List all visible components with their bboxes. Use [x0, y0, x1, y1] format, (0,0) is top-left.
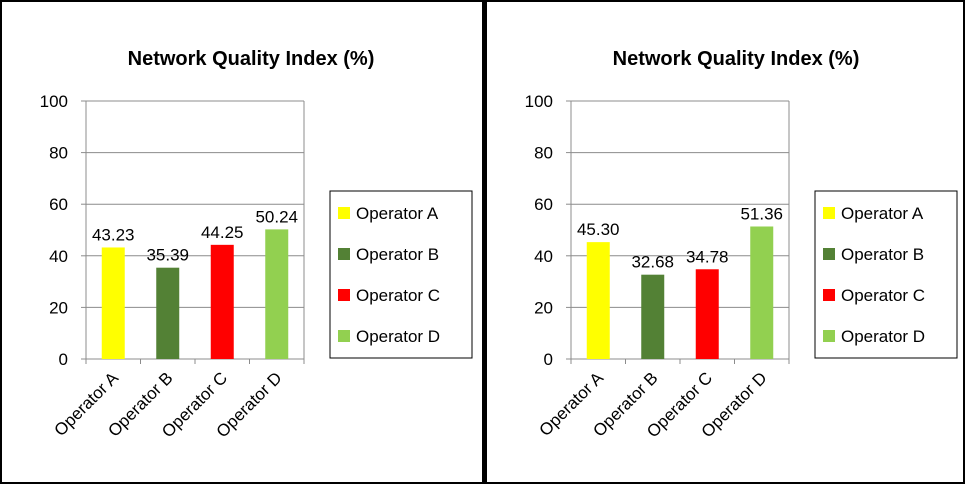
y-tick-label: 100: [525, 92, 553, 111]
legend-swatch: [338, 330, 350, 342]
y-tick-label: 40: [49, 247, 68, 266]
y-tick-label: 0: [59, 350, 68, 369]
legend-box: [329, 190, 473, 359]
legend-label: Operator C: [841, 286, 925, 305]
data-label: 35.39: [146, 246, 189, 265]
y-tick-label: 60: [49, 195, 68, 214]
y-tick-label: 100: [40, 92, 68, 111]
y-tick-label: 40: [534, 247, 553, 266]
legend-swatch: [823, 207, 835, 219]
y-tick-label: 20: [49, 298, 68, 317]
y-tick-label: 80: [49, 144, 68, 163]
y-tick-label: 0: [544, 350, 553, 369]
data-label: 44.25: [201, 223, 244, 242]
data-label: 43.23: [92, 225, 135, 244]
legend-label: Operator B: [356, 245, 439, 264]
bar: [695, 269, 719, 359]
legend-box: [814, 190, 958, 359]
chart-panel-right: Network Quality Index (%) 0 20 40 60 80 100 45.…: [482, 0, 965, 484]
legend-label: Operator D: [356, 327, 440, 346]
legend-label: Operator A: [841, 204, 924, 223]
data-label: 50.24: [255, 207, 298, 226]
bar: [101, 247, 125, 359]
y-tick-label: 20: [534, 298, 553, 317]
data-label: 51.36: [740, 204, 783, 223]
bar: [641, 274, 665, 359]
y-tick-label: 60: [534, 195, 553, 214]
bar: [156, 267, 180, 359]
bar: [210, 244, 234, 359]
legend-label: Operator B: [841, 245, 924, 264]
chart-left-svg: Network Quality Index (%) 0 20 40 60 80 100 43.…: [40, 48, 473, 441]
legend-label: Operator C: [356, 286, 440, 305]
chart-right-svg: Network Quality Index (%) 0 20 40 60 80 100 45.…: [525, 48, 958, 441]
legend-swatch: [823, 330, 835, 342]
legend-label: Operator D: [841, 327, 925, 346]
legend-swatch: [823, 248, 835, 260]
bar: [750, 226, 774, 359]
data-label: 34.78: [686, 247, 729, 266]
chart-title: Network Quality Index (%): [128, 48, 375, 70]
legend-swatch: [338, 248, 350, 260]
chart-title: Network Quality Index (%): [613, 48, 860, 70]
legend-swatch: [338, 289, 350, 301]
y-tick-label: 80: [534, 144, 553, 163]
legend-label: Operator A: [356, 204, 439, 223]
bar: [265, 229, 289, 359]
chart-panel-left: Network Quality Index (%) 0 20 40 60 80 100 43.…: [0, 0, 484, 484]
bar: [586, 242, 610, 359]
data-label: 45.30: [577, 220, 620, 239]
legend-swatch: [823, 289, 835, 301]
legend-swatch: [338, 207, 350, 219]
data-label: 32.68: [631, 253, 674, 272]
